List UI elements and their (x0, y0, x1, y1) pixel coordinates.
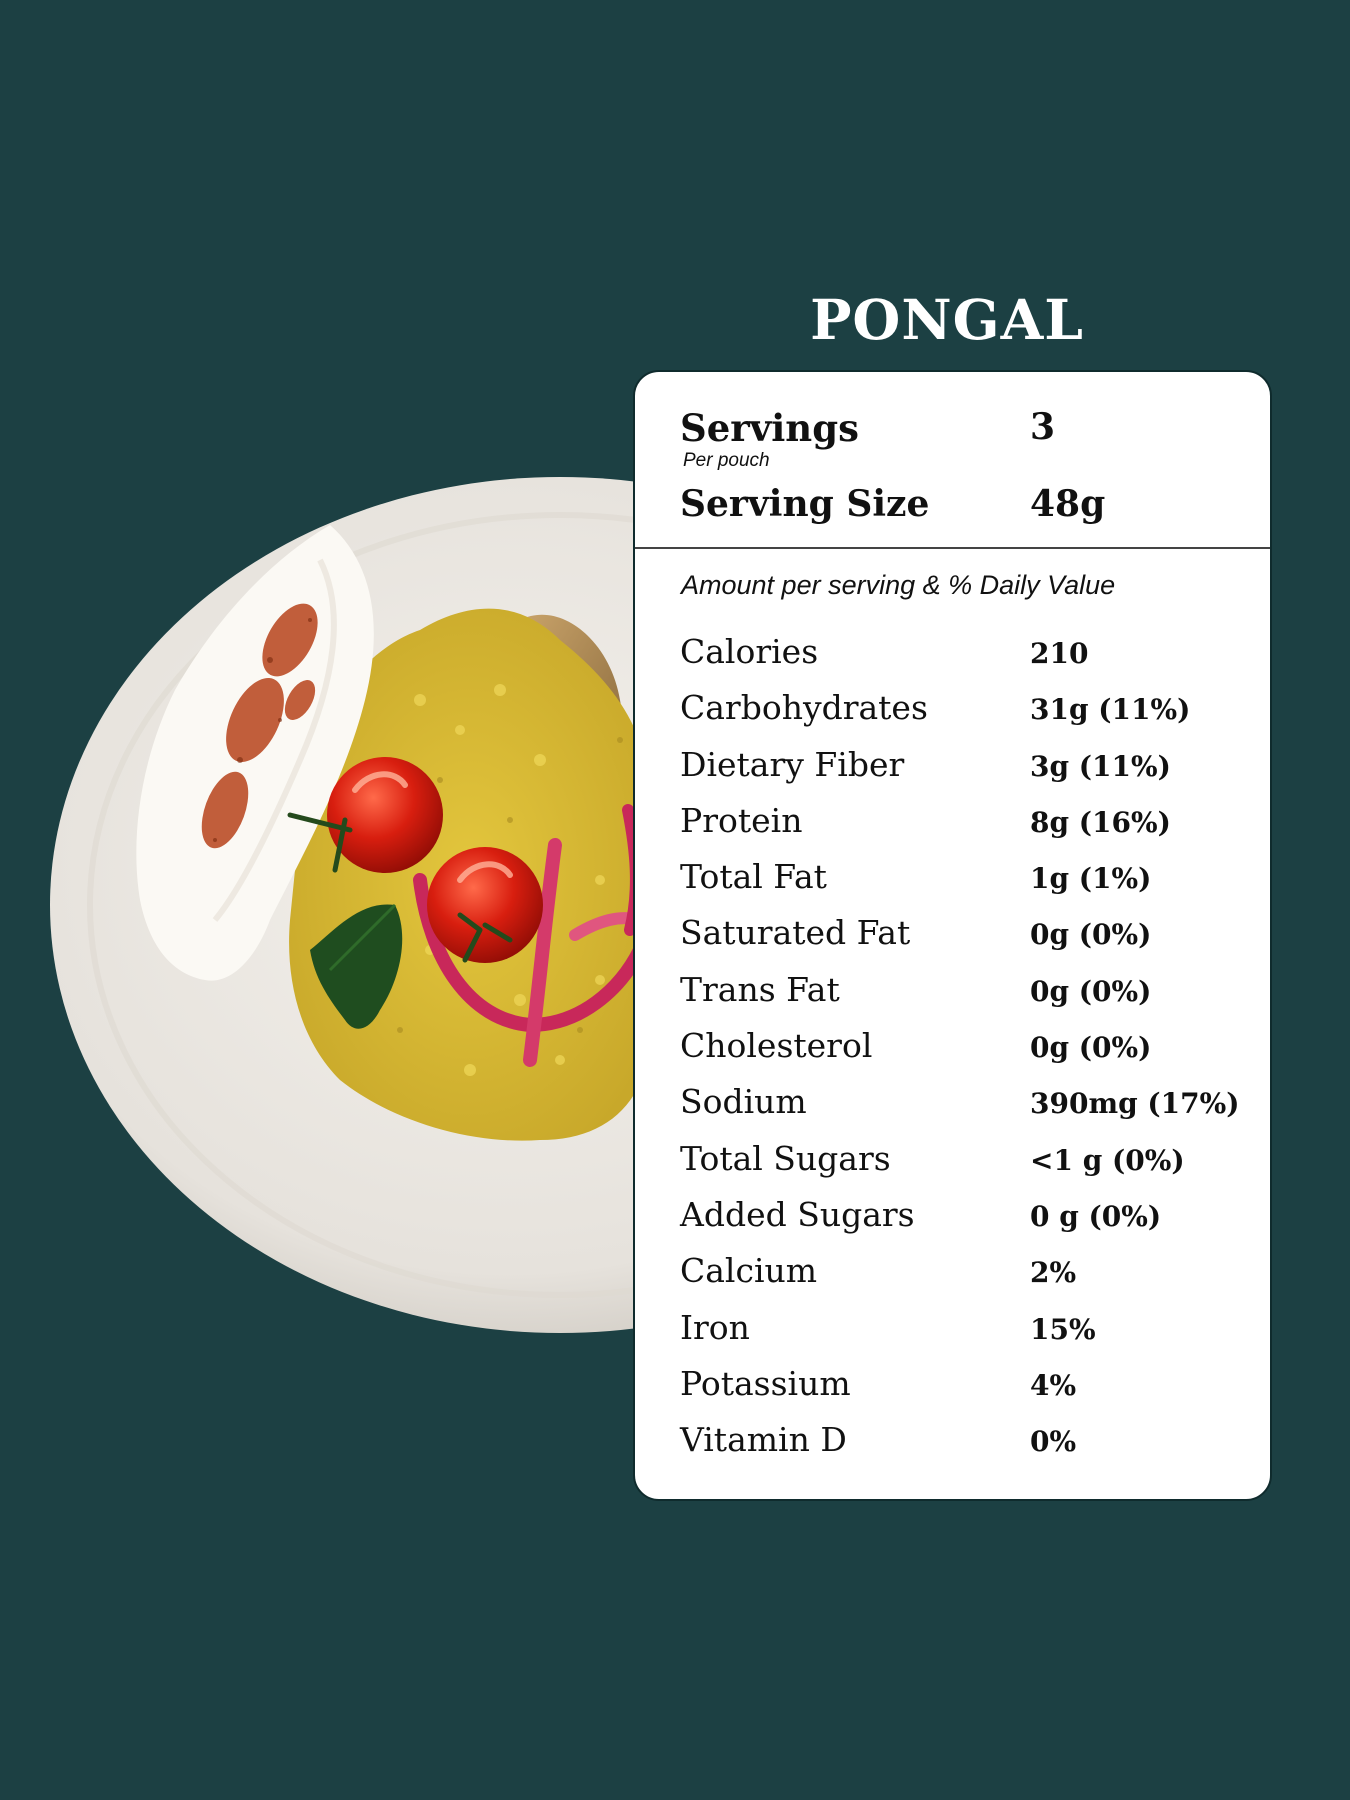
nutrition-label: Servings Per pouch 3 Serving Size 48g Am… (633, 370, 1272, 1501)
nutrient-row: Cholesterol 0g (0%) (635, 1024, 1270, 1080)
divider (635, 547, 1270, 549)
nutrient-value: <1 g (0%) (1030, 1143, 1185, 1177)
nutrient-row: Protein 8g (16%) (635, 799, 1270, 855)
nutrient-value: 8g (16%) (1030, 805, 1171, 839)
nutrient-row: Potassium 4% (635, 1362, 1270, 1418)
pickled-onion (413, 873, 634, 1033)
nutrient-name: Carbohydrates (680, 688, 928, 728)
nutrient-value: 15% (1030, 1312, 1096, 1346)
nutrient-name: Saturated Fat (680, 913, 911, 953)
nutrient-name: Sodium (680, 1082, 807, 1122)
nutrient-value: 31g (11%) (1030, 693, 1191, 727)
servings-value: 3 (1030, 406, 1056, 448)
nutrient-name: Total Fat (680, 857, 827, 897)
nutrient-name: Calories (680, 632, 819, 671)
nutrient-name: Trans Fat (680, 969, 840, 1009)
nutrient-row: Calories 210 (635, 630, 1270, 686)
nutrient-row: Vitamin D 0% (635, 1418, 1270, 1474)
serving-size-label: Serving Size (680, 483, 930, 525)
nutrient-value: 0g (0%) (1030, 974, 1152, 1008)
nutrient-value: 2% (1030, 1256, 1077, 1290)
servings-block: Servings Per pouch 3 Serving Size 48g (635, 372, 1270, 548)
nutrient-value: 0g (0%) (1030, 918, 1152, 952)
yogurt (136, 525, 374, 981)
nutrient-row: Calcium 2% (635, 1249, 1270, 1305)
nutrient-name: Calcium (680, 1251, 818, 1291)
nutrient-name: Protein (680, 800, 803, 840)
pongal-rice (289, 608, 634, 1141)
nutrient-name: Cholesterol (680, 1026, 873, 1066)
amount-caption: Amount per serving & % Daily Value (681, 570, 1116, 600)
nutrient-row: Iron 15% (635, 1306, 1270, 1362)
nutrient-row: Sodium 390mg (17%) (635, 1080, 1270, 1136)
parsley (310, 904, 403, 1029)
nutrient-value: 390mg (17%) (1030, 1087, 1240, 1121)
spoon (520, 614, 622, 770)
serving-size-value: 48g (1030, 483, 1106, 525)
nutrient-row: Total Fat 1g (1%) (635, 855, 1270, 911)
nutrient-list: Calories 210 Carbohydrates 31g (11%) Die… (635, 630, 1270, 1474)
nutrient-row: Added Sugars 0 g (0%) (635, 1193, 1270, 1249)
nutrient-name: Total Sugars (680, 1138, 891, 1178)
nutrient-name: Added Sugars (680, 1194, 915, 1234)
nutrient-name: Vitamin D (680, 1420, 847, 1460)
nutrient-row: Dietary Fiber 3g (11%) (635, 743, 1270, 799)
nutrient-value: 4% (1030, 1368, 1077, 1402)
nutrient-row: Carbohydrates 31g (11%) (635, 686, 1270, 742)
nutrient-value: 1g (1%) (1030, 862, 1152, 896)
nutrient-value: 210 (1030, 637, 1089, 670)
tomato (427, 847, 543, 963)
page-title: PONGAL (810, 287, 1084, 352)
nutrient-value: 0% (1030, 1425, 1077, 1459)
servings-sublabel: Per pouch (683, 450, 770, 471)
nutrient-name: Dietary Fiber (680, 744, 905, 784)
nutrient-name: Potassium (680, 1363, 851, 1403)
nutrient-row: Trans Fat 0g (0%) (635, 968, 1270, 1024)
nutrient-row: Total Sugars <1 g (0%) (635, 1137, 1270, 1193)
servings-label: Servings (680, 406, 859, 450)
nutrient-value: 0g (0%) (1030, 1031, 1152, 1065)
nutrient-value: 0 g (0%) (1030, 1199, 1162, 1233)
nutrient-name: Iron (680, 1307, 750, 1347)
nutrient-row: Saturated Fat 0g (0%) (635, 911, 1270, 967)
tomato (327, 757, 443, 873)
nutrient-value: 3g (11%) (1030, 749, 1171, 783)
